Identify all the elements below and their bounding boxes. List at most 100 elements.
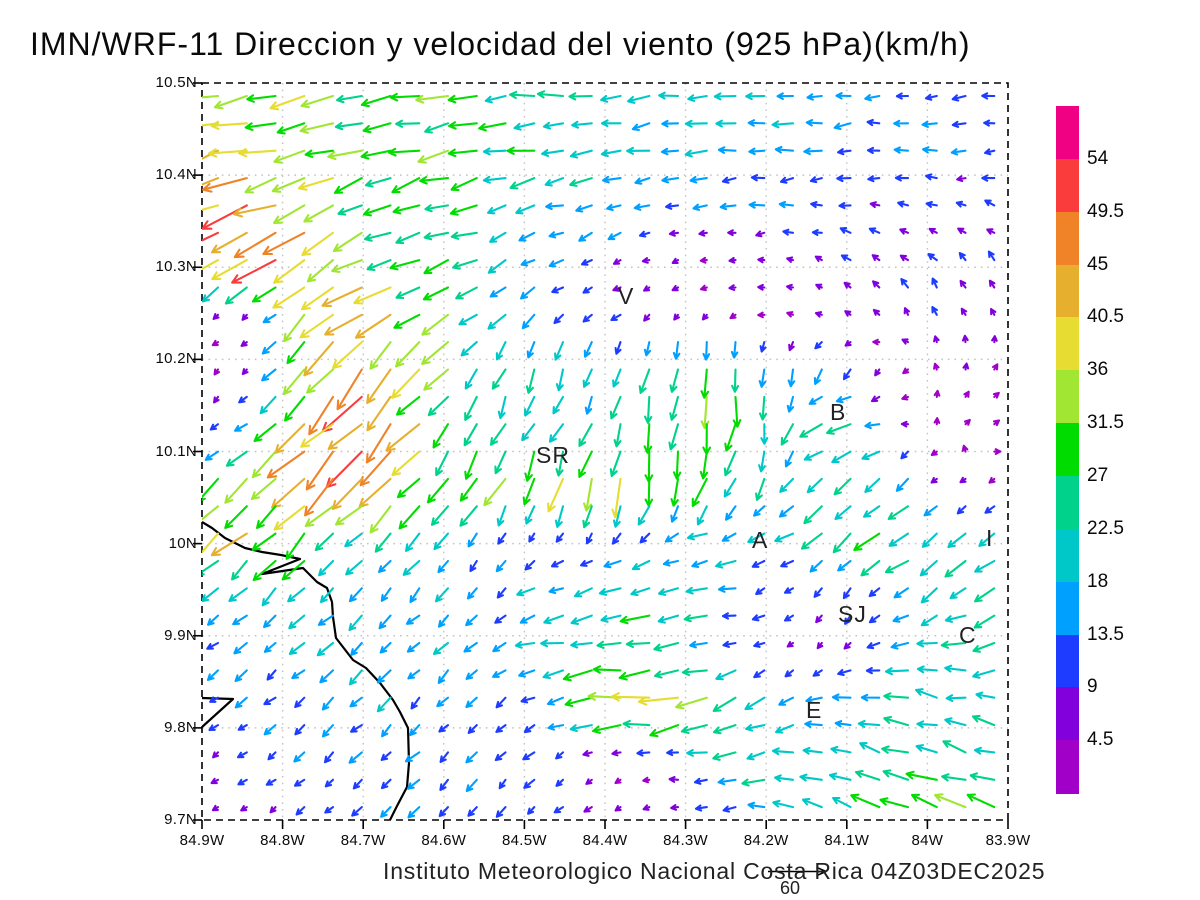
wind-arrow	[897, 200, 910, 208]
wind-arrow	[469, 559, 478, 573]
wind-arrow	[672, 450, 682, 480]
wind-arrow	[945, 694, 967, 702]
wind-arrow	[782, 228, 795, 236]
wind-arrow	[232, 614, 248, 626]
wind-arrow	[627, 94, 651, 104]
wind-arrow	[515, 204, 536, 215]
wind-arrow	[992, 419, 1001, 427]
wind-arrow	[527, 806, 536, 815]
wind-arrow	[306, 368, 335, 394]
wind-arrow	[920, 614, 938, 627]
wind-arrow	[927, 253, 938, 262]
wind-arrow	[610, 313, 622, 322]
wind-arrow	[582, 505, 593, 529]
wind-arrow	[944, 614, 967, 623]
wind-arrow	[509, 90, 536, 100]
wind-arrow	[933, 389, 941, 398]
wind-arrow	[542, 121, 565, 130]
wind-arrow	[233, 231, 277, 259]
wind-arrow	[295, 806, 306, 816]
wind-arrow	[991, 363, 999, 371]
wind-arrow	[318, 559, 335, 577]
wind-arrow	[664, 532, 680, 543]
city-label: A	[752, 527, 769, 553]
wind-arrow	[578, 423, 593, 447]
wind-arrow	[273, 149, 306, 164]
wind-arrow	[240, 805, 248, 812]
wind-arrow	[668, 423, 680, 451]
wind-arrow	[771, 120, 795, 129]
wind-arrow	[933, 417, 941, 426]
wind-arrow	[642, 804, 651, 811]
wind-arrow	[585, 778, 593, 785]
wind-arrow	[331, 477, 363, 510]
wind-arrow	[380, 778, 392, 790]
wind-arrow	[391, 177, 421, 194]
wind-arrow	[684, 119, 708, 128]
wind-arrow	[869, 201, 881, 209]
wind-arrow	[494, 614, 507, 624]
wind-arrow	[859, 742, 881, 754]
wind-arrow	[465, 778, 478, 793]
wind-arrow	[395, 286, 421, 300]
wind-arrow	[573, 587, 593, 598]
wind-arrow	[273, 259, 306, 284]
wind-arrow	[231, 259, 277, 284]
wind-arrow	[717, 146, 737, 154]
wind-arrow	[523, 724, 536, 734]
colorbar-tick-label: 40.5	[1087, 306, 1124, 328]
wind-arrow	[350, 641, 363, 656]
city-label: B	[830, 399, 847, 425]
wind-arrow	[771, 747, 795, 756]
lat-tick-label: 10N	[168, 534, 197, 552]
wind-arrow	[407, 806, 421, 819]
wind-arrow	[879, 797, 910, 809]
wind-arrow	[314, 532, 335, 552]
wind-arrow	[333, 177, 363, 194]
wind-arrow	[835, 395, 852, 404]
wind-arrow	[843, 281, 852, 289]
wind-arrow	[983, 119, 996, 127]
wind-arrow	[759, 341, 767, 353]
wind-arrow	[836, 174, 852, 183]
wind-arrows-layer	[202, 90, 1002, 819]
wind-arrow	[464, 395, 478, 421]
wind-arrow	[224, 505, 248, 529]
wind-arrow	[489, 231, 507, 243]
wind-arrow	[202, 94, 220, 99]
wind-arrow	[747, 119, 766, 127]
wind-arrow	[810, 201, 823, 209]
wind-arrow	[487, 313, 507, 330]
lon-tick-label: 84.5W	[501, 832, 547, 849]
wind-arrow	[611, 749, 622, 757]
wind-arrow	[304, 505, 335, 528]
wind-arrow	[671, 284, 680, 292]
wind-arrow	[699, 256, 708, 264]
lat-tick-label: 10.2N	[155, 350, 197, 368]
wind-arrow	[350, 724, 363, 733]
wind-arrow	[700, 368, 710, 399]
wind-arrow	[966, 793, 996, 809]
wind-arrow	[348, 669, 363, 686]
wind-arrow	[303, 204, 335, 223]
wind-arrow	[806, 477, 823, 494]
wind-arrow	[923, 505, 938, 517]
wind-arrow	[366, 259, 392, 271]
wind-arrow	[816, 641, 824, 650]
wind-arrow	[990, 308, 997, 316]
wind-arrow	[250, 477, 277, 501]
wind-arrow	[516, 587, 536, 597]
wind-arrow	[256, 505, 277, 529]
wind-arrow	[465, 669, 478, 680]
wind-arrow	[449, 204, 478, 216]
wind-arrow	[304, 477, 335, 517]
wind-arrow	[266, 669, 277, 681]
wind-arrow	[337, 204, 363, 216]
wind-arrow	[261, 341, 277, 355]
wind-arrow	[237, 778, 248, 786]
wind-arrow	[596, 640, 622, 649]
wind-arrow	[775, 724, 795, 734]
colorbar-tick-label: 4.5	[1087, 729, 1114, 751]
wind-arrow	[850, 793, 881, 809]
wind-arrow	[844, 614, 852, 625]
